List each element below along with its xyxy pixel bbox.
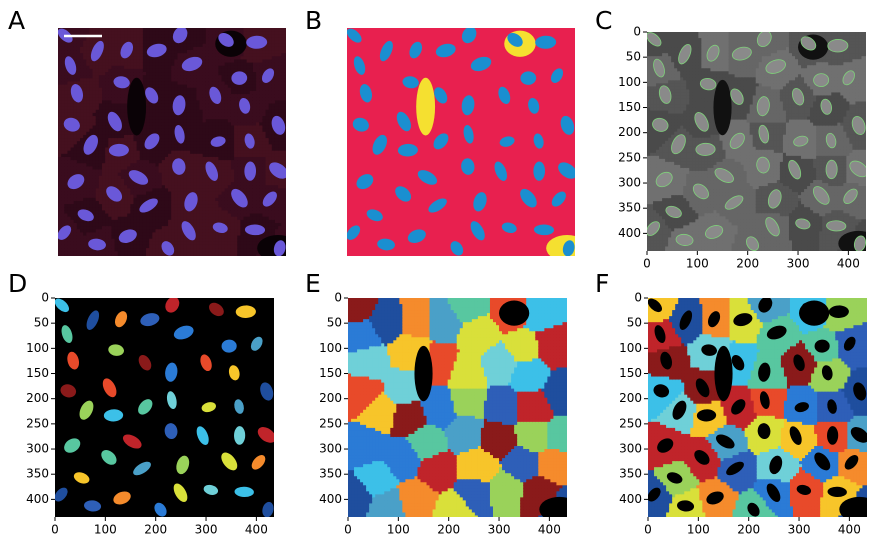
image-panel: [55, 24, 299, 261]
figure: ABC0100200300400050100150200250300350400…: [0, 0, 869, 542]
image: [55, 24, 299, 261]
